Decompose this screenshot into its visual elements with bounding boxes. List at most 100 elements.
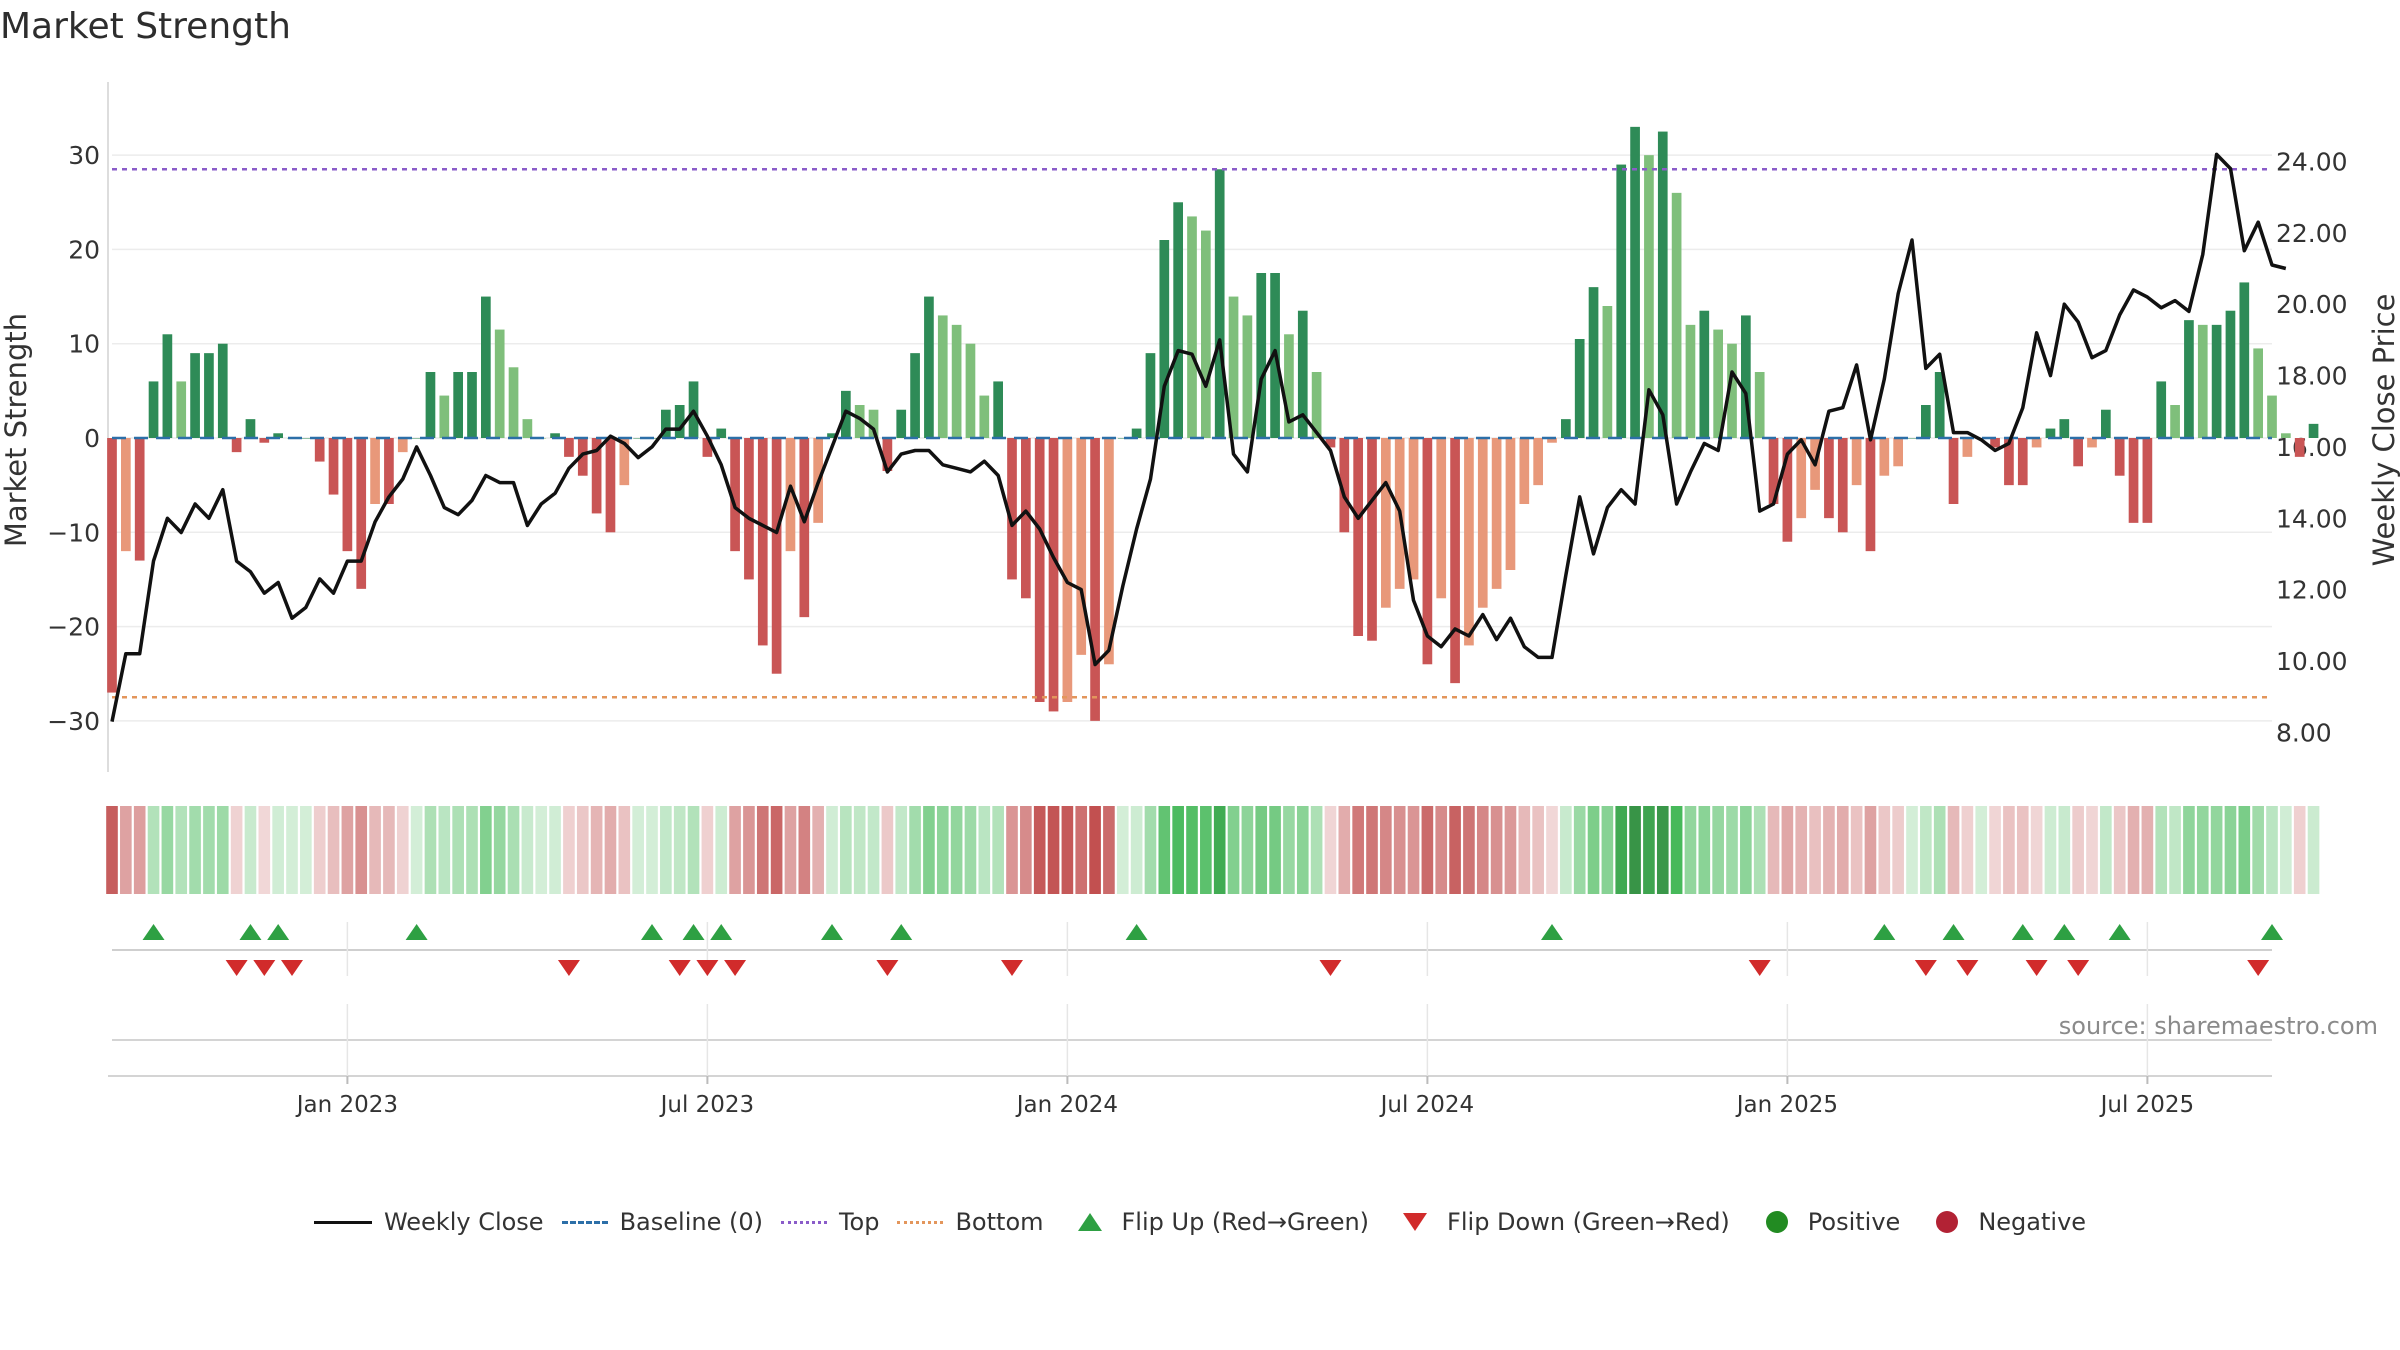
regime-strip-cell	[106, 806, 118, 894]
strength-bar	[924, 296, 934, 438]
regime-strip-cell	[756, 806, 769, 894]
regime-strip-cell	[286, 806, 298, 894]
strength-bar	[661, 409, 671, 438]
regime-strip-cell	[1615, 806, 1628, 894]
flip-up-marker	[1125, 924, 1148, 940]
strength-bar	[605, 438, 616, 533]
regime-strip-cell	[1864, 806, 1877, 894]
regime-strip-cell	[1393, 806, 1406, 894]
x-tick-label: Jan 2025	[1735, 1092, 1838, 1118]
strength-bar	[1021, 438, 1031, 599]
regime-strip-cell	[1476, 806, 1489, 894]
regime-strip-cell	[923, 806, 935, 894]
strength-bar	[1325, 438, 1336, 448]
regime-strip-cell	[2100, 806, 2112, 894]
regime-strip-cell	[272, 806, 284, 894]
x-tick-label: Jul 2025	[2099, 1092, 2195, 1118]
y2-tick-label: 24.00	[2276, 148, 2348, 177]
regime-strip-cell	[466, 806, 478, 894]
strength-bar	[1187, 216, 1197, 438]
strength-bar	[577, 438, 588, 476]
strength-bar	[494, 329, 505, 438]
regime-strip-cell	[480, 806, 492, 894]
regime-strip-cell	[743, 806, 755, 894]
regime-strip-cell	[867, 806, 880, 894]
regime-strip-cell	[1435, 806, 1448, 894]
strength-bar	[2211, 324, 2222, 438]
legend-item-top: Top	[780, 1208, 880, 1236]
regime-strip-cell	[1490, 806, 1503, 894]
strength-bar	[1837, 438, 1848, 533]
regime-strip-cell	[507, 806, 520, 894]
strength-bar	[384, 438, 394, 504]
regime-strip-cell	[1850, 806, 1863, 894]
strength-bar	[1117, 438, 1128, 439]
regime-strip-cell	[2280, 806, 2292, 894]
regime-strip-cell	[1698, 806, 1711, 894]
regime-strip-cell	[840, 806, 852, 894]
y2-tick-label: 18.00	[2276, 362, 2348, 391]
regime-strip-cell	[2030, 806, 2043, 894]
strength-bar	[176, 381, 187, 438]
flip-down-marker	[253, 960, 276, 976]
regime-strip-cell	[1006, 806, 1018, 894]
strength-bar	[1477, 438, 1488, 608]
regime-strip-cell	[604, 806, 617, 894]
strength-bar	[827, 433, 837, 438]
x-tick-label: Jul 2024	[1379, 1092, 1475, 1118]
regime-strip-cell	[175, 806, 188, 894]
strength-bar	[2101, 409, 2111, 438]
strength-bar	[1381, 438, 1391, 608]
flip-up-marker	[641, 924, 663, 940]
flip-up-marker	[682, 924, 705, 940]
strength-bar	[1228, 296, 1239, 438]
flip-up-marker	[2053, 924, 2076, 940]
legend-item-bottom: Bottom	[897, 1208, 1044, 1236]
regime-strip-cell	[701, 806, 714, 894]
strength-bar	[1090, 438, 1100, 721]
regime-strip-cell	[230, 806, 243, 894]
regime-strip-cell	[618, 806, 631, 894]
strength-bar	[730, 438, 740, 552]
flip-down-marker	[281, 960, 303, 976]
regime-strip-cell	[1670, 806, 1683, 894]
regime-strip-cell	[1158, 806, 1171, 894]
regime-strip-cell	[1878, 806, 1891, 894]
regime-strip-cell	[715, 806, 728, 894]
regime-strip-cell	[826, 806, 838, 894]
flip-up-icon	[1077, 1213, 1102, 1231]
strength-bar	[134, 438, 145, 561]
strength-bar	[951, 324, 962, 438]
strength-bar	[1879, 438, 1890, 476]
strength-bar	[1131, 428, 1142, 438]
regime-strip-cell	[2183, 806, 2195, 894]
regime-strip-cell	[120, 806, 132, 894]
y2-tick-label: 10.00	[2276, 647, 2348, 676]
legend-label-top: Top	[838, 1208, 880, 1236]
strength-bar	[1948, 438, 1959, 504]
strength-bar	[1768, 438, 1779, 504]
regime-strip-cell	[2266, 806, 2278, 894]
strength-bar	[1630, 126, 1640, 438]
y-tick-label: −30	[47, 707, 100, 736]
regime-strip-cell	[2224, 806, 2237, 894]
regime-strip-cell	[632, 806, 644, 894]
regime-strip-cell	[1227, 806, 1240, 894]
regime-strip-cell	[1269, 806, 1281, 894]
strength-bar	[2073, 438, 2083, 467]
flip-down-marker	[2067, 960, 2090, 976]
strength-bar	[1214, 169, 1225, 439]
strength-bar	[1893, 438, 1903, 467]
strength-bar	[633, 438, 643, 439]
y2-tick-label: 22.00	[2276, 219, 2348, 248]
strength-bar	[1962, 438, 1973, 457]
regime-strip-cell	[1961, 806, 1974, 894]
strength-bar	[854, 405, 865, 438]
regime-strip-cell	[189, 806, 201, 894]
strength-bar	[2004, 438, 2014, 486]
y2-tick-label: 12.00	[2276, 576, 2348, 605]
regime-strip-cell	[1809, 806, 1821, 894]
strength-bar	[1934, 372, 1945, 438]
strength-bar	[245, 419, 256, 438]
regime-strip-cell	[1089, 806, 1101, 894]
